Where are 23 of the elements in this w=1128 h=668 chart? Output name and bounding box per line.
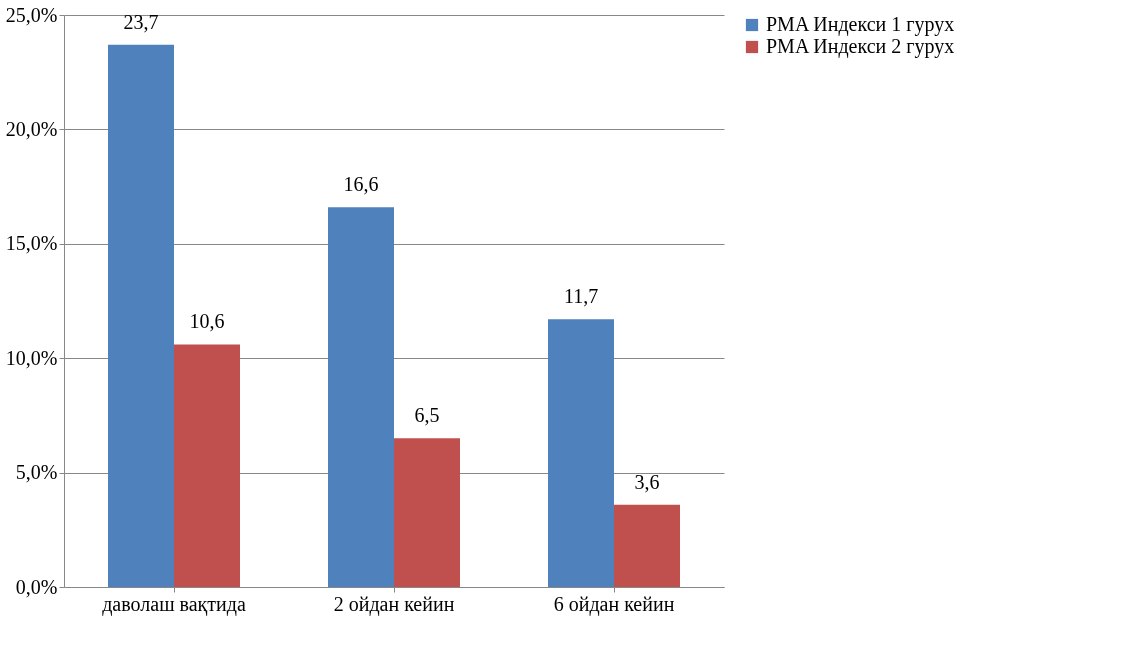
data-label: 6,5	[414, 404, 440, 427]
bar	[174, 344, 240, 587]
bar	[108, 44, 174, 587]
data-label: 11,7	[563, 285, 599, 308]
x-tick-label: 2 ойдан кейин	[333, 592, 455, 616]
data-label: 3,6	[634, 470, 660, 493]
legend-label: PMA Индекси 2 гурух	[766, 35, 955, 58]
y-tick-label: 0,0%	[15, 575, 58, 598]
bar	[394, 438, 460, 587]
legend-label: PMA Индекси 1 гурух	[766, 13, 955, 36]
y-tick-label: 5,0%	[15, 461, 58, 484]
y-tick-label: 25,0%	[5, 3, 58, 26]
y-tick-label: 20,0%	[5, 117, 58, 140]
data-label: 16,6	[343, 173, 379, 196]
x-tick-label: даволаш вақтида	[102, 592, 246, 616]
y-tick-label: 15,0%	[5, 232, 58, 255]
data-label: 10,6	[189, 310, 225, 333]
data-label: 23,7	[123, 10, 159, 33]
bar	[614, 504, 680, 587]
y-tick-label: 10,0%	[5, 346, 58, 369]
x-tick-label: 6 ойдан кейин	[553, 592, 675, 616]
bar	[328, 207, 394, 587]
bar	[548, 319, 614, 587]
